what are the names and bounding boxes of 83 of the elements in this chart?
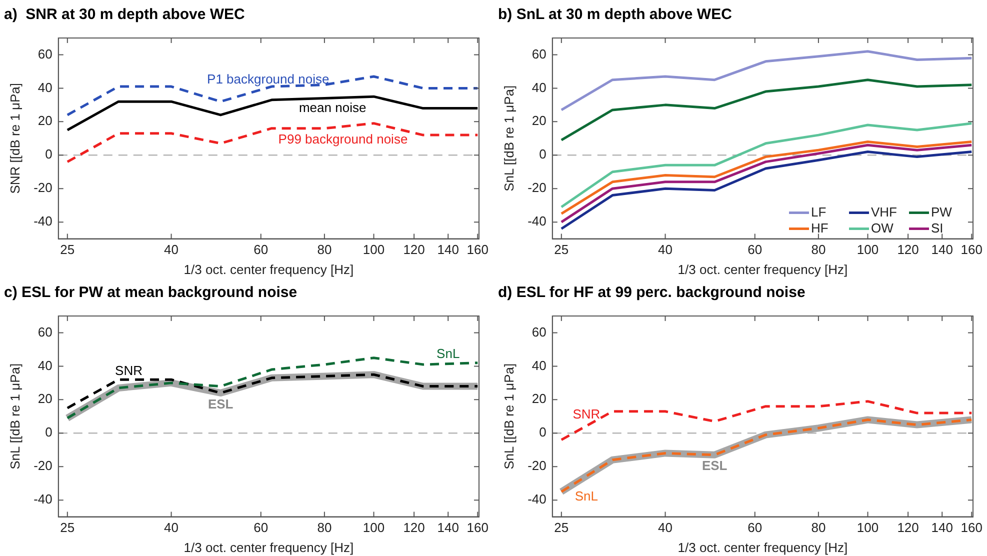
chart-title: b) SnL at 30 m depth above WEC: [498, 6, 732, 24]
y-axis-title: SnL [[dB re 1 μPa]: [501, 363, 516, 470]
x-tick-label: 140: [437, 520, 459, 536]
y-tick-label: -40: [528, 492, 546, 507]
series-label: SNR: [115, 362, 142, 378]
x-tick-label: 100: [856, 520, 879, 536]
legend-label: PW: [931, 204, 953, 220]
y-tick-label: -40: [34, 214, 52, 229]
y-tick-label: 20: [532, 391, 546, 406]
x-tick-label: 120: [897, 520, 919, 536]
x-tick-label: 60: [748, 242, 762, 258]
y-axis-title: SNR [[dB re 1 μPa]: [7, 82, 22, 194]
y-tick-label: 60: [38, 324, 52, 340]
x-tick-label: 160: [466, 242, 488, 258]
y-tick-label: 0: [45, 146, 52, 162]
legend-label: VHF: [871, 204, 898, 220]
x-tick-label: 60: [748, 520, 762, 536]
y-tick-label: 40: [38, 80, 52, 95]
x-tick-label: 120: [403, 520, 425, 536]
series-label: SnL: [574, 488, 598, 504]
x-tick-label: 160: [960, 520, 982, 536]
x-tick-label: 25: [60, 242, 75, 258]
y-tick-label: -40: [34, 492, 52, 507]
x-tick-label: 25: [554, 520, 569, 536]
series-label: mean noise: [298, 100, 366, 115]
y-tick-label: -20: [528, 458, 546, 474]
x-tick-label: 100: [362, 520, 385, 536]
x-axis-title: 1/3 oct. center frequency [Hz]: [678, 540, 848, 555]
x-tick-label: 40: [164, 520, 179, 536]
y-tick-label: 40: [532, 358, 546, 373]
x-tick-label: 80: [317, 520, 332, 536]
x-tick-label: 140: [437, 242, 459, 258]
y-tick-label: 60: [532, 46, 546, 62]
x-tick-label: 25: [60, 520, 75, 536]
x-tick-label: 60: [254, 242, 268, 258]
y-tick-label: 20: [38, 391, 52, 406]
series-label: ESL: [208, 396, 234, 412]
y-tick-label: 40: [38, 358, 52, 373]
series-label: P99 background noise: [278, 132, 408, 147]
y-axis-title: SnL [[dB re 1 μPa]: [7, 363, 22, 470]
x-axis-title: 1/3 oct. center frequency [Hz]: [184, 262, 354, 277]
series-label: SNR: [572, 406, 600, 422]
x-tick-label: 120: [897, 242, 919, 258]
y-tick-label: 60: [532, 324, 546, 340]
y-tick-label: -20: [34, 180, 52, 196]
legend-label: HF: [811, 220, 828, 236]
y-tick-label: 0: [539, 146, 546, 162]
chart-title: d) ESL for HF at 99 perc. background noise: [498, 284, 806, 302]
y-tick-label: -20: [528, 180, 546, 196]
x-tick-label: 160: [466, 520, 488, 536]
x-tick-label: 160: [960, 242, 982, 258]
x-tick-label: 100: [362, 242, 385, 258]
y-tick-label: 0: [45, 424, 52, 440]
y-tick-label: 20: [532, 113, 546, 128]
x-tick-label: 140: [931, 520, 953, 536]
x-tick-label: 40: [658, 242, 673, 258]
x-tick-label: 100: [856, 242, 879, 258]
chart-title: a) SNR at 30 m depth above WEC: [4, 6, 246, 24]
x-tick-label: 80: [317, 242, 332, 258]
x-axis-title: 1/3 oct. center frequency [Hz]: [678, 262, 848, 277]
x-tick-label: 25: [554, 242, 569, 258]
x-tick-label: 40: [164, 242, 179, 258]
series-label: ESL: [702, 458, 728, 474]
series-label: P1 background noise: [207, 71, 330, 86]
legend-label: LF: [811, 204, 826, 220]
y-tick-label: 40: [532, 80, 546, 95]
x-tick-label: 40: [658, 520, 673, 536]
x-axis-title: 1/3 oct. center frequency [Hz]: [184, 540, 354, 555]
y-tick-label: -20: [34, 458, 52, 474]
legend-label: OW: [871, 220, 894, 236]
x-tick-label: 80: [811, 242, 826, 258]
x-tick-label: 120: [403, 242, 425, 258]
legend-label: SI: [931, 220, 944, 236]
y-tick-label: 0: [539, 424, 546, 440]
x-tick-label: 80: [811, 520, 826, 536]
y-tick-label: 20: [38, 113, 52, 128]
y-axis-title: SnL [[dB re 1 μPa]: [501, 85, 516, 192]
y-tick-label: -40: [528, 214, 546, 229]
x-tick-label: 60: [254, 520, 268, 536]
chart-title: c) ESL for PW at mean background noise: [4, 284, 298, 302]
y-tick-label: 60: [38, 46, 52, 62]
x-tick-label: 140: [931, 242, 953, 258]
series-label: SnL: [436, 346, 460, 362]
